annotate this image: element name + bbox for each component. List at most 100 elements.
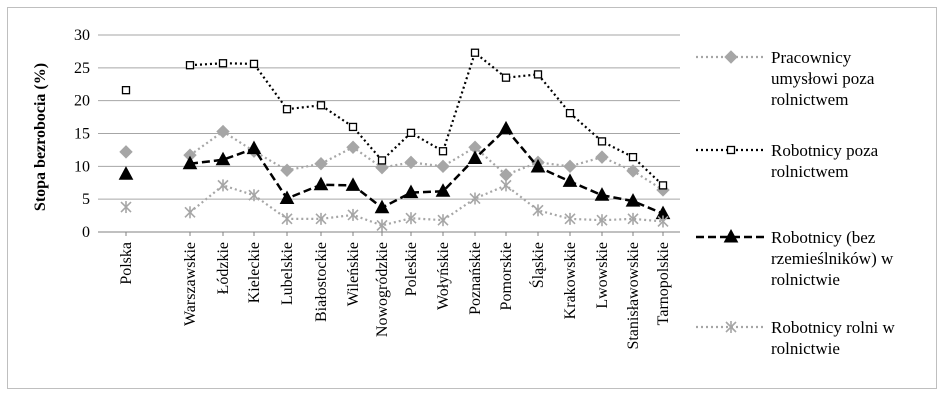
data-point xyxy=(281,212,293,225)
series-line xyxy=(189,130,664,191)
series-line xyxy=(189,127,664,215)
data-point xyxy=(404,155,418,170)
legend-swatch-marker xyxy=(724,50,738,64)
data-point xyxy=(406,128,416,137)
data-point xyxy=(625,193,641,207)
data-point xyxy=(282,105,292,114)
data-point xyxy=(316,101,326,110)
data-point xyxy=(184,206,196,219)
data-point xyxy=(248,189,260,202)
legend-label: rolnictwie xyxy=(771,270,840,289)
series-2 xyxy=(121,48,668,190)
x-tick-label: Krakowskie xyxy=(562,242,579,319)
y-tick-label: 25 xyxy=(74,60,90,77)
y-tick-label: 30 xyxy=(74,27,90,44)
data-point xyxy=(563,159,577,174)
x-tick-label: Nowogródzkie xyxy=(374,242,391,337)
data-point xyxy=(532,204,544,217)
legend-label: Robotnicy (bez xyxy=(771,228,876,247)
data-point xyxy=(627,212,639,225)
series-layer xyxy=(118,48,671,232)
data-point xyxy=(345,177,361,191)
data-point xyxy=(119,145,133,159)
x-tick-label: Kieleckie xyxy=(246,242,263,303)
y-tick-label: 0 xyxy=(82,224,90,241)
data-point xyxy=(469,192,481,205)
legend-swatch-marker xyxy=(726,145,736,155)
data-point xyxy=(313,176,329,191)
legend-label: Robotnicy rolni w xyxy=(771,318,895,337)
data-point xyxy=(346,140,360,154)
data-point xyxy=(246,140,262,155)
data-point xyxy=(347,208,359,221)
legend-label: rolnictwie xyxy=(771,339,840,358)
x-tick-label: Wołyńskie xyxy=(435,242,452,310)
x-tick-label: Tarnopolskie xyxy=(655,242,672,325)
legend-item: Robotnicy poza rolnictwem xyxy=(696,141,879,181)
data-point xyxy=(658,181,668,190)
x-tick-label: Wileńskie xyxy=(345,242,362,306)
data-point xyxy=(595,150,609,164)
data-point xyxy=(376,219,388,232)
legend-label: rolnictwem xyxy=(771,90,848,109)
legend-swatch-marker xyxy=(723,228,739,243)
data-point xyxy=(215,151,231,166)
data-point xyxy=(374,199,390,214)
data-point xyxy=(216,124,230,139)
series-line xyxy=(189,50,664,187)
y-axis-label: Stopa bezrobocia (%) xyxy=(32,63,49,211)
x-tick-label: Białostockie xyxy=(313,242,330,322)
x-tick-label: Łódzkie xyxy=(215,242,232,294)
data-point xyxy=(533,70,543,79)
legend-item: Robotnicy rolni w rolnictwie xyxy=(696,318,895,358)
data-point xyxy=(467,150,483,164)
data-point xyxy=(120,201,132,214)
x-tick-label: Warszawskie xyxy=(182,242,199,326)
y-tick-label: 15 xyxy=(74,126,90,143)
data-point xyxy=(435,183,451,197)
data-point xyxy=(530,158,546,173)
data-point xyxy=(185,61,195,70)
data-point xyxy=(315,212,327,225)
data-point xyxy=(280,163,294,177)
legend-label: Pracownicy xyxy=(771,48,852,67)
y-tick-label: 10 xyxy=(74,158,90,175)
data-point xyxy=(375,160,389,175)
data-point xyxy=(500,179,512,192)
x-tick-label: Poleskie xyxy=(403,242,420,296)
y-axis-ticks: 0 5 10 15 20 25 30 xyxy=(74,27,90,241)
data-point xyxy=(348,122,358,132)
data-point xyxy=(498,120,514,135)
data-point xyxy=(403,184,419,199)
data-point xyxy=(470,48,480,57)
x-tick-label: Poznańskie xyxy=(467,242,484,315)
data-point xyxy=(596,214,608,227)
y-tick-label: 20 xyxy=(74,93,90,110)
grid xyxy=(98,34,680,233)
data-point xyxy=(377,156,387,165)
chart-frame xyxy=(7,7,937,389)
legend-item: Robotnicy (bez rzemieślników) w rolnictwie xyxy=(696,228,894,289)
data-point xyxy=(121,86,131,95)
series-line xyxy=(189,184,664,227)
y-tick-label: 5 xyxy=(82,191,90,208)
data-point xyxy=(249,59,259,69)
data-point xyxy=(565,108,575,118)
data-point xyxy=(436,159,450,174)
data-point xyxy=(564,212,576,225)
x-tick-label: Stanisławowskie xyxy=(625,242,642,350)
legend-label: rzemieślników) w xyxy=(771,249,894,268)
series-3 xyxy=(118,120,671,220)
x-tick-label: Pomorskie xyxy=(498,242,515,310)
data-point xyxy=(218,59,228,68)
data-point xyxy=(626,164,640,178)
x-tick-label: Lubelskie xyxy=(279,242,296,305)
series-4 xyxy=(120,179,669,232)
data-point xyxy=(597,137,607,146)
series-1 xyxy=(119,124,670,197)
data-point xyxy=(594,187,610,201)
data-point xyxy=(501,73,511,82)
x-axis-ticks: Polska Warszawskie Łódzkie Kieleckie Lubelsk… xyxy=(118,232,672,350)
